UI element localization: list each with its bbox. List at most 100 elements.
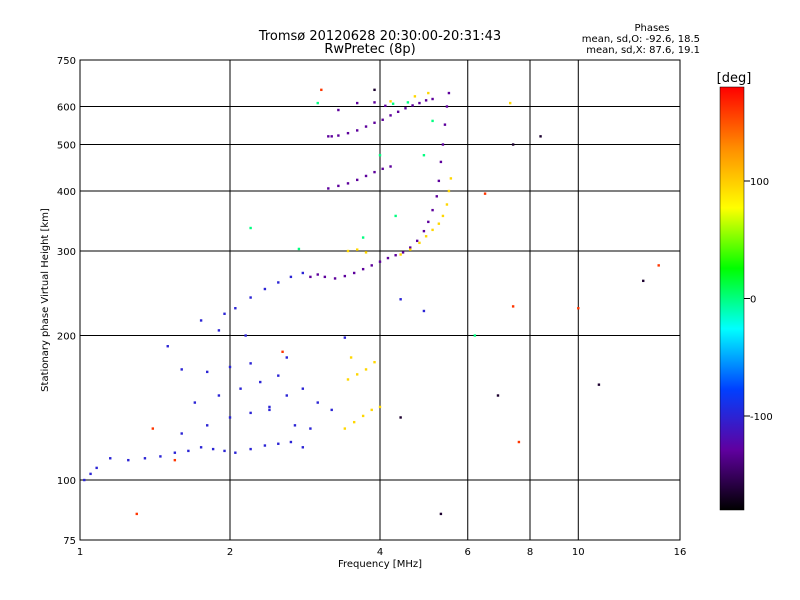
stats-header: Phases — [634, 23, 669, 34]
data-point — [187, 449, 190, 453]
data-point — [424, 235, 428, 238]
data-point — [355, 129, 359, 132]
data-point — [316, 273, 319, 276]
data-point — [352, 420, 356, 424]
data-point — [418, 241, 421, 245]
data-point — [343, 336, 347, 339]
colorbar-tick-label: 0 — [750, 295, 756, 306]
data-point — [349, 356, 353, 359]
data-point — [289, 275, 293, 279]
data-point — [449, 177, 453, 180]
data-point — [431, 119, 434, 123]
data-point — [355, 248, 359, 251]
data-point — [127, 458, 130, 462]
data-point — [309, 427, 312, 430]
data-point — [386, 256, 390, 260]
data-point — [401, 251, 405, 254]
data-point — [346, 131, 350, 135]
data-point — [166, 345, 169, 348]
data-point — [327, 135, 330, 138]
stats-x-mode: mean, sd,X: 87.6, 19.1 — [586, 45, 700, 56]
data-point — [333, 277, 337, 280]
data-point — [373, 170, 376, 174]
data-point — [404, 107, 407, 110]
data-point — [445, 105, 449, 108]
data-point — [352, 271, 356, 275]
data-point — [539, 135, 542, 138]
data-point — [337, 134, 340, 137]
y-tick-label: 600 — [57, 103, 76, 114]
data-point — [346, 378, 350, 381]
stats-o-mode: mean, sd,O: -92.6, 18.5 — [582, 34, 700, 45]
data-point — [259, 380, 262, 384]
y-tick-label: 100 — [57, 476, 76, 487]
data-point — [355, 373, 359, 376]
data-point — [301, 271, 305, 275]
data-point — [159, 455, 162, 458]
chart-title: Tromsø 20120628 20:30:00-20:31:43 — [258, 29, 501, 44]
data-point — [370, 264, 373, 267]
data-point — [193, 401, 197, 404]
data-point — [249, 226, 252, 230]
data-point — [323, 275, 327, 279]
data-point — [143, 457, 147, 460]
data-point — [445, 203, 449, 206]
data-point — [199, 446, 203, 449]
data-point — [431, 97, 434, 101]
data-point — [205, 370, 209, 374]
data-point — [396, 110, 400, 113]
data-point — [511, 305, 515, 308]
data-point — [199, 319, 203, 322]
data-point — [180, 368, 183, 371]
data-point — [330, 408, 333, 412]
y-axis-ticks: 75 100 200 300 400 500 600 750 — [57, 56, 76, 547]
data-point — [411, 104, 414, 107]
data-point — [381, 167, 384, 171]
data-point — [370, 408, 373, 412]
data-point — [431, 208, 434, 212]
x-tick-label: 8 — [527, 547, 533, 558]
data-point — [422, 309, 426, 313]
data-point — [437, 222, 441, 225]
data-point — [443, 123, 447, 126]
data-point — [151, 427, 155, 430]
data-point — [657, 264, 660, 267]
data-point — [364, 251, 368, 254]
data-point — [437, 179, 441, 183]
y-axis-label: Stationary phase Virtual Height [km] — [40, 208, 51, 392]
data-point — [427, 220, 430, 224]
data-point — [316, 401, 319, 404]
data-point — [343, 274, 347, 278]
data-point — [320, 88, 323, 92]
data-point — [441, 143, 445, 146]
colorbar-tick-label: 100 — [750, 177, 769, 188]
data-point — [378, 405, 382, 409]
data-point — [355, 101, 359, 105]
y-tick-label: 200 — [57, 332, 76, 343]
data-point — [361, 267, 365, 271]
data-point — [83, 478, 86, 482]
x-tick-label: 2 — [227, 547, 233, 558]
data-point — [378, 260, 382, 263]
x-tick-label: 1 — [77, 547, 83, 558]
data-point — [316, 101, 319, 105]
data-point — [337, 184, 340, 188]
data-point — [268, 405, 271, 409]
data-point — [249, 296, 252, 299]
data-point — [263, 287, 267, 291]
colorbar-ticks: 100 0 -100 — [744, 177, 773, 423]
data-point — [135, 512, 138, 516]
data-point — [413, 95, 417, 98]
data-point — [418, 101, 421, 105]
data-point — [95, 466, 98, 470]
data-point — [285, 356, 288, 359]
data-point — [234, 451, 237, 454]
data-point — [234, 307, 237, 310]
data-point — [211, 447, 215, 451]
plot-frame — [79, 59, 681, 541]
data-point — [389, 100, 392, 103]
data-point — [415, 239, 419, 243]
data-point — [399, 298, 402, 301]
data-point — [217, 394, 221, 397]
